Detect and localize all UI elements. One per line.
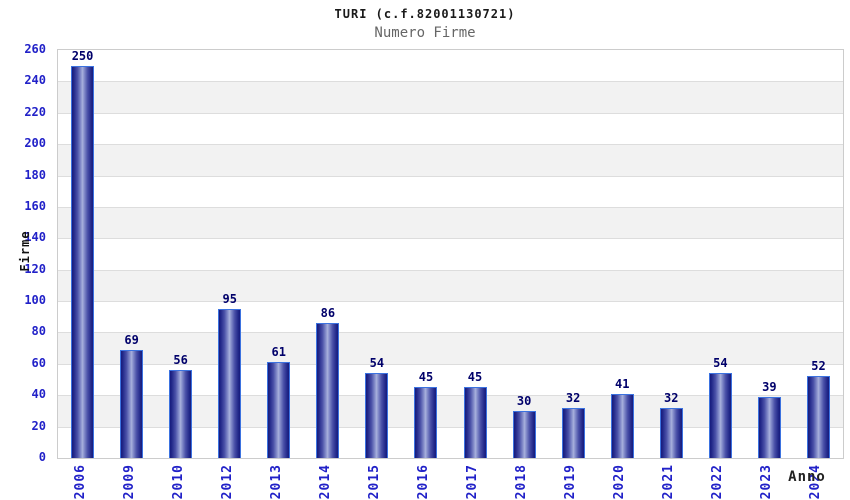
- background-band: [58, 269, 843, 302]
- x-tick-label: 2012: [219, 464, 235, 500]
- bar-value-label: 32: [565, 390, 581, 405]
- bar-2024: [806, 376, 830, 458]
- bar-2020: [610, 393, 634, 458]
- y-tick-label: 40: [31, 387, 46, 402]
- x-tick-label: 2009: [121, 464, 137, 500]
- bar-2022: [708, 373, 732, 458]
- plot-area: 250 69 56 95 61 86 54 45 45 30 32 41 32 54 39 52: [57, 49, 844, 459]
- bar-2015: [365, 373, 389, 458]
- y-tick-label: 0: [38, 450, 46, 464]
- bar-value-label: 54: [713, 356, 728, 371]
- gridline: [58, 426, 843, 428]
- chart-title: TURI (c.f.82001130721): [334, 7, 516, 21]
- y-tick-label: 260: [24, 42, 46, 56]
- gridline: [58, 395, 843, 397]
- bar-value-label: 54: [369, 356, 385, 371]
- x-tick-label: 2020: [612, 464, 628, 500]
- y-tick-label: 60: [31, 355, 46, 370]
- bar-2021: [659, 407, 683, 458]
- x-tick-label: 2023: [759, 464, 775, 500]
- x-axis-title: Anno: [788, 469, 826, 485]
- background-band: [58, 81, 843, 113]
- gridline: [58, 175, 843, 177]
- y-tick-label: 220: [24, 104, 46, 119]
- y-tick-label: 240: [24, 73, 46, 88]
- background-band: [58, 175, 843, 207]
- gridline: [58, 332, 843, 334]
- y-tick-label: 200: [24, 136, 46, 151]
- bar-value-label: 56: [173, 353, 188, 368]
- bar-value-label: 45: [467, 370, 483, 385]
- bar-value-label: 41: [614, 376, 630, 391]
- bar-value-label: 61: [271, 345, 287, 360]
- bar-2023: [757, 396, 781, 458]
- gridline: [58, 206, 843, 208]
- x-tick-label: 2022: [710, 464, 726, 500]
- y-tick-label: 20: [31, 418, 46, 433]
- bar-value-label: 30: [516, 393, 532, 408]
- x-tick-label: 2019: [563, 464, 579, 500]
- x-tick-label: 2016: [415, 464, 431, 500]
- bar-2019: [561, 407, 585, 458]
- bar-value-label: 95: [222, 291, 237, 306]
- x-tick-label: 2013: [268, 464, 284, 500]
- background-band: [58, 332, 843, 364]
- bar-value-label: 39: [762, 379, 777, 394]
- background-band: [58, 144, 843, 176]
- x-tick-label: 2006: [72, 464, 88, 500]
- bar-2018: [512, 410, 536, 458]
- x-axis-tick-labels: 2006 2009 2010 2012 2013 2014 2015 2016 2017 2018…: [57, 462, 842, 500]
- y-tick-label: 160: [24, 198, 46, 213]
- background-band: [58, 50, 843, 82]
- y-tick-label: 80: [31, 324, 46, 339]
- bar-2013: [267, 362, 291, 458]
- x-tick-label: 2014: [317, 464, 333, 500]
- y-tick-label: 120: [24, 261, 46, 276]
- y-tick-label: 140: [24, 230, 46, 245]
- bar-value-label: 86: [320, 306, 336, 321]
- bar-value-label: 32: [664, 390, 679, 405]
- x-tick-label: 2021: [661, 464, 677, 500]
- bar-2012: [218, 308, 242, 458]
- bar-2016: [414, 387, 438, 458]
- gridline: [58, 144, 843, 146]
- gridline: [58, 81, 843, 83]
- bar-value-label: 52: [811, 359, 826, 374]
- y-tick-label: 100: [24, 293, 46, 308]
- bar-2017: [463, 387, 487, 458]
- gridline: [58, 112, 843, 114]
- bar-2014: [316, 323, 340, 458]
- x-tick-label: 2018: [514, 464, 530, 500]
- chart-subtitle: Numero Firme: [374, 25, 476, 41]
- gridline: [58, 238, 843, 240]
- background-band: [58, 206, 843, 239]
- y-axis-tick-labels: 0 20 40 60 80 100 120 140 160 180 200 220 240 260: [0, 0, 57, 500]
- y-axis-title: Firme: [18, 230, 32, 272]
- y-tick-label: 180: [24, 167, 46, 182]
- gridline: [58, 363, 843, 365]
- bar-2009: [120, 349, 144, 458]
- bar-value-label: 45: [418, 370, 434, 385]
- background-band: [58, 238, 843, 270]
- gridline: [58, 301, 843, 303]
- x-tick-label: 2015: [366, 464, 382, 500]
- x-tick-label: 2010: [170, 464, 186, 500]
- background-band: [58, 301, 843, 333]
- bar-value-label: 250: [71, 48, 94, 63]
- background-band: [58, 112, 843, 145]
- bar-2006: [71, 65, 95, 458]
- x-tick-label: 2017: [465, 464, 481, 500]
- bar-2010: [169, 370, 193, 458]
- bar-value-label: 69: [124, 332, 139, 347]
- gridline: [58, 269, 843, 271]
